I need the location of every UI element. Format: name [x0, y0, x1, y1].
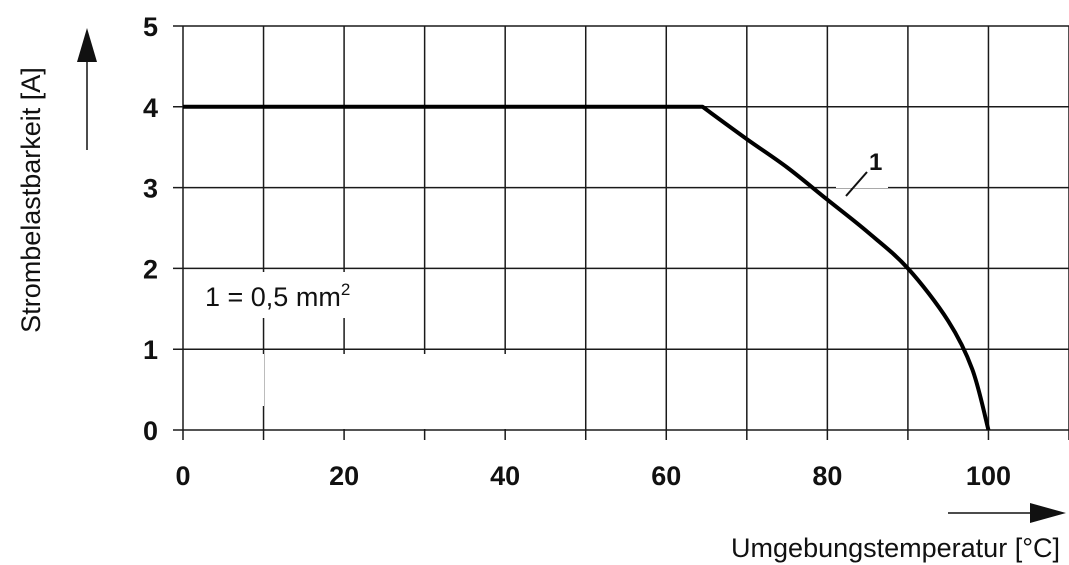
wire-size-annotation: 1 = 0,5 mm2	[205, 280, 350, 312]
y-tick-label: 3	[143, 174, 158, 204]
series-label: 1	[869, 149, 882, 176]
y-axis-arrow-icon	[77, 28, 97, 62]
label-gap	[270, 354, 564, 429]
x-tick-label: 100	[966, 461, 1011, 491]
x-tick-labels: 0 20 40 60 80 100	[175, 461, 1011, 491]
x-tick-label: 0	[175, 461, 190, 491]
y-tick-label: 4	[143, 93, 158, 123]
y-tick-label: 2	[143, 254, 158, 284]
x-tick-label: 20	[329, 461, 359, 491]
grid	[173, 25, 1069, 440]
series-label-backdrop	[836, 148, 888, 188]
y-tick-labels: 0 1 2 3 4 5	[143, 12, 158, 446]
x-axis-title: Umgebungstemperatur [°C]	[731, 533, 1060, 563]
x-tick-label: 80	[812, 461, 842, 491]
x-axis-arrow-icon	[1030, 503, 1066, 523]
annotation-backdrop	[190, 272, 422, 318]
series-layer	[183, 104, 991, 431]
x-tick-label: 60	[651, 461, 681, 491]
y-tick-label: 5	[143, 12, 158, 42]
x-tick-label: 40	[490, 461, 520, 491]
y-tick-label: 0	[143, 416, 158, 446]
y-tick-label: 1	[143, 335, 158, 365]
series-line-1	[183, 104, 991, 431]
series-label-leader	[845, 171, 868, 197]
label-gap	[190, 354, 264, 406]
y-axis-title: Strombelastbarkeit [A]	[16, 67, 46, 333]
